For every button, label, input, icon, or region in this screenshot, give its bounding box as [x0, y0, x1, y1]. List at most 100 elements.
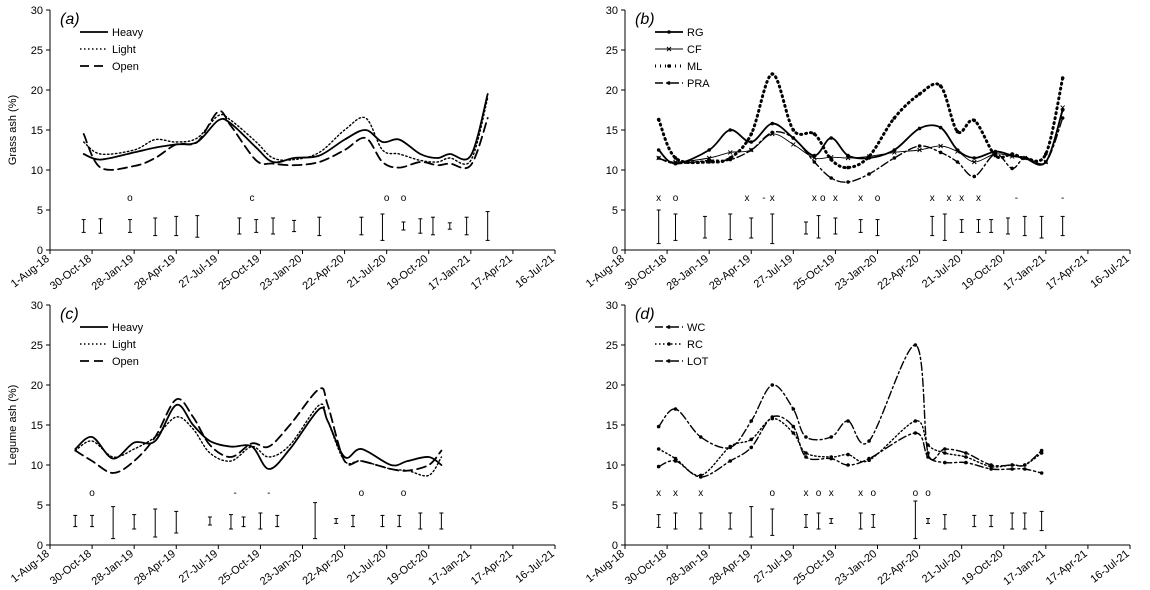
legend-label: CF — [687, 44, 702, 56]
x-tick-label: 23-Jan-20 — [258, 253, 304, 293]
x-tick-label: 1-Aug-18 — [9, 548, 52, 585]
x-tick-label: 1-Aug-18 — [9, 253, 52, 290]
data-point — [964, 455, 968, 459]
data-point — [917, 92, 922, 96]
x-tick-label: 28-Apr-19 — [707, 253, 753, 293]
error-bar — [447, 222, 452, 230]
significance-marker: x — [976, 193, 981, 204]
legend-marker — [667, 64, 671, 68]
panel-label: (b) — [635, 11, 655, 28]
y-tick-label: 20 — [606, 380, 618, 392]
legend-label: PRA — [687, 78, 710, 90]
data-point — [749, 132, 754, 136]
y-tick-label: 25 — [31, 45, 43, 57]
x-tick-label: 1-Aug-18 — [584, 548, 627, 585]
error-bar — [98, 218, 103, 234]
data-point — [791, 424, 796, 429]
error-bar — [858, 219, 863, 233]
y-tick-label: 0 — [612, 540, 618, 552]
data-point — [892, 156, 897, 160]
x-tick-label: 22-Apr-20 — [300, 253, 346, 293]
significance-marker: - — [1061, 193, 1064, 204]
error-bar — [913, 500, 918, 540]
error-bar — [673, 213, 678, 241]
y-tick-label: 15 — [31, 420, 43, 432]
error-bar — [241, 516, 246, 528]
error-bar — [359, 216, 364, 236]
data-point — [1044, 152, 1048, 156]
data-point — [829, 435, 834, 439]
significance-marker: o — [871, 488, 877, 499]
data-point — [955, 129, 960, 134]
legend-label: LOT — [687, 356, 709, 368]
significance-marker: o — [127, 193, 133, 204]
y-tick-label: 0 — [612, 245, 618, 257]
error-bar — [81, 219, 86, 233]
data-point — [749, 437, 754, 442]
x-tick-label: 28-Jan-19 — [90, 253, 136, 293]
x-tick-label: 17-Apr-21 — [469, 253, 515, 293]
error-bar — [132, 514, 137, 530]
panel-label: (c) — [60, 306, 79, 323]
error-bar — [430, 216, 435, 236]
error-bar — [90, 514, 95, 528]
series-line-open — [82, 110, 489, 171]
error-bar — [770, 508, 775, 536]
x-tick-label: 21-Jul-20 — [345, 548, 389, 586]
y-tick-label: 30 — [606, 300, 618, 312]
error-bar — [1039, 215, 1044, 239]
data-point — [1060, 76, 1065, 80]
significance-marker: x — [770, 193, 775, 204]
x-tick-label: 28-Apr-19 — [132, 253, 178, 293]
significance-marker: o — [875, 193, 881, 204]
error-bar — [989, 219, 994, 233]
error-bar — [271, 217, 276, 235]
data-point — [1010, 467, 1014, 471]
y-tick-label: 30 — [31, 300, 43, 312]
significance-marker: o — [673, 193, 679, 204]
x-tick-label: 17-Jan-21 — [426, 548, 472, 588]
data-point — [804, 451, 808, 455]
data-point — [867, 439, 871, 443]
data-point — [917, 147, 922, 153]
x-tick-label: 23-Jan-20 — [258, 548, 304, 588]
significance-marker: x — [812, 193, 817, 204]
x-tick-label: 16-Jul-21 — [513, 253, 557, 291]
significance-marker: o — [384, 193, 390, 204]
error-bar — [464, 216, 469, 236]
data-point — [993, 152, 998, 156]
data-point — [846, 165, 850, 170]
x-tick-label: 19-Oct-20 — [385, 548, 431, 588]
error-bar — [698, 512, 703, 530]
error-bar — [833, 217, 838, 235]
error-bar — [989, 514, 994, 528]
error-bar — [930, 215, 935, 237]
legend-label: Light — [112, 44, 136, 56]
data-point — [913, 343, 918, 347]
data-point — [812, 155, 817, 161]
y-tick-label: 5 — [37, 205, 43, 217]
data-point — [846, 419, 850, 423]
x-tick-label: 21-Jul-20 — [345, 253, 389, 291]
panel-b: 0 5 10 15 20 25 30 1-Aug-1830-Oct-1828-Jan-1928… — [584, 5, 1132, 293]
data-point — [972, 174, 977, 179]
series-line-light — [74, 403, 443, 477]
data-point — [1044, 160, 1048, 164]
panel-a: 0 5 10 15 20 25 30 1-Aug-1830-Oct-1828-Jan-1928… — [7, 5, 557, 293]
significance-marker: x — [959, 193, 964, 204]
y-tick-label: 10 — [606, 460, 618, 472]
data-point — [867, 456, 871, 461]
data-point — [749, 148, 754, 152]
data-point — [938, 84, 943, 88]
series-line-heavy — [74, 403, 443, 470]
data-point — [846, 180, 850, 184]
error-bar — [237, 217, 242, 235]
error-bar — [418, 512, 423, 530]
error-bar — [439, 512, 444, 530]
x-tick-label: 16-Jul-21 — [1088, 548, 1132, 586]
significance-marker: x — [745, 193, 750, 204]
error-bar — [976, 219, 981, 233]
data-point — [955, 149, 960, 154]
legend-marker — [667, 342, 671, 346]
